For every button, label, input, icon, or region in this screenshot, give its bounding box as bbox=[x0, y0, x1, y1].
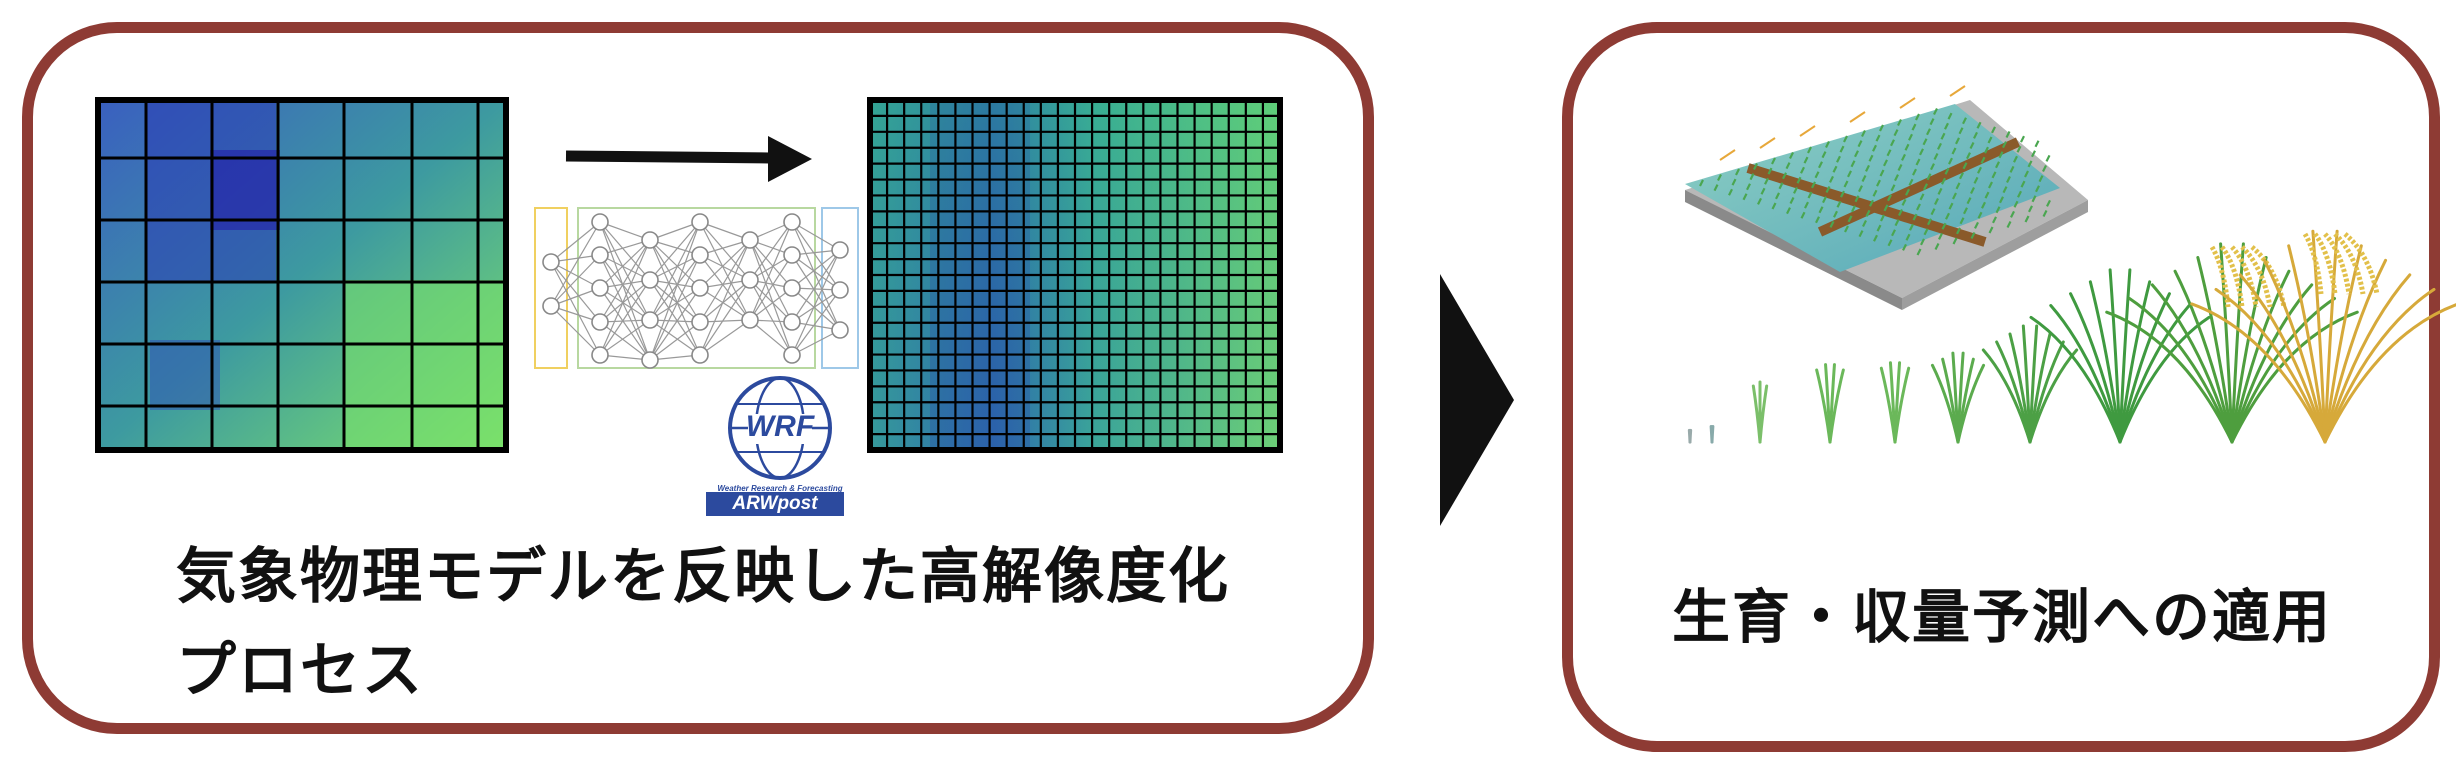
right-caption: 生育・収量予測への適用 bbox=[1672, 583, 2333, 651]
wrf-logo-icon bbox=[728, 376, 832, 480]
fine-grid-map bbox=[867, 97, 1283, 453]
left-caption-line1: 気象物理モデルを反映した高解像度化 bbox=[176, 542, 1230, 612]
wrf-logo-text: WRF bbox=[745, 410, 815, 443]
coarse-grid-map bbox=[95, 97, 509, 453]
arrow-right-icon bbox=[565, 136, 812, 182]
neural-network-icon bbox=[534, 207, 859, 369]
left-caption-line2: プロセス bbox=[176, 636, 424, 706]
wrf-logo-ring-text: Weather Research & Forecasting bbox=[717, 484, 843, 493]
arwpost-label: ARWpost bbox=[706, 492, 844, 516]
